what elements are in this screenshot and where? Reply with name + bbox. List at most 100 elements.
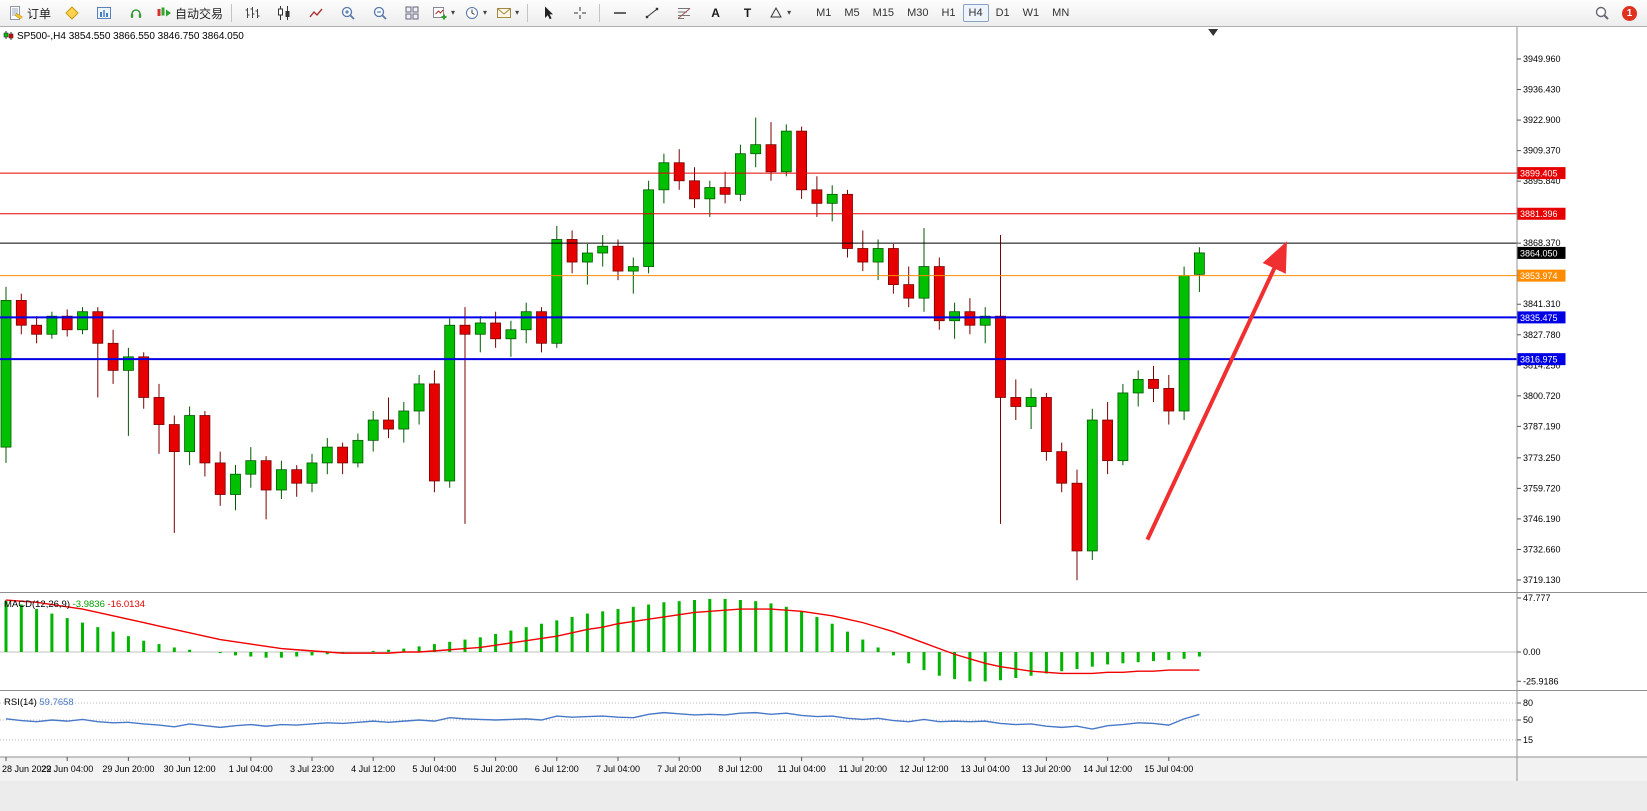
svg-text:3773.250: 3773.250	[1523, 453, 1561, 463]
clock-icon	[466, 7, 479, 19]
svg-text:15 Jul 04:00: 15 Jul 04:00	[1144, 764, 1193, 774]
svg-text:3800.720: 3800.720	[1523, 391, 1561, 401]
dropdown-caret: ▾	[483, 8, 488, 17]
svg-text:80: 80	[1523, 698, 1533, 708]
main-chart-panel[interactable]: SP500-,H4 3854.550 3866.550 3846.750 386…	[0, 29, 1517, 581]
timeframe-button-M15[interactable]: M15	[872, 7, 895, 19]
auto-trading-icon	[157, 7, 172, 17]
search-icon	[1595, 6, 1609, 20]
horizontal-line-icon	[613, 12, 626, 14]
svg-text:13 Jul 04:00: 13 Jul 04:00	[961, 764, 1010, 774]
market-watch-button[interactable]	[88, 1, 119, 25]
text-t-icon: T	[743, 6, 752, 20]
chart-window: SP500-,H4 3854.550 3866.550 3846.750 386…	[0, 27, 1647, 811]
svg-text:5 Jul 20:00: 5 Jul 20:00	[474, 764, 518, 774]
candlestick-chart-icon	[277, 6, 290, 20]
cursor-icon	[544, 6, 553, 20]
svg-text:3936.430: 3936.430	[1523, 85, 1561, 95]
notification-badge[interactable]: 1	[1622, 5, 1637, 21]
shapes-icon	[770, 6, 782, 18]
svg-text:7 Jul 20:00: 7 Jul 20:00	[657, 764, 701, 774]
new-order-button[interactable]	[56, 1, 87, 25]
trendline-tool-button[interactable]	[636, 1, 667, 25]
svg-text:3719.130: 3719.130	[1523, 575, 1561, 585]
rsi-panel[interactable]: 80 50 15 RSI(14) 59.7658	[0, 690, 1647, 745]
svg-text:1 Jul 04:00: 1 Jul 04:00	[229, 764, 273, 774]
svg-text:3895.840: 3895.840	[1523, 176, 1561, 186]
support-button[interactable]	[120, 1, 151, 25]
dropdown-caret: ▾	[515, 8, 520, 17]
svg-text:3864.050: 3864.050	[1520, 248, 1558, 258]
candlestick-mode-button[interactable]	[268, 1, 299, 25]
periods-button[interactable]: ▾	[460, 1, 491, 25]
line-chart-mode-button[interactable]	[300, 1, 331, 25]
fibonacci-icon	[677, 8, 690, 19]
main-toolbar: 订单 自动交易	[0, 0, 1647, 27]
tile-windows-button[interactable]	[396, 1, 427, 25]
timeframe-button-MN[interactable]: MN	[1052, 7, 1070, 19]
cursor-tool-button[interactable]	[532, 1, 563, 25]
annotations[interactable]	[1145, 241, 1287, 541]
svg-text:3909.370: 3909.370	[1523, 146, 1561, 156]
svg-text:3759.720: 3759.720	[1523, 483, 1561, 493]
timeframe-button-H4[interactable]: H4	[962, 4, 989, 22]
bar-chart-mode-button[interactable]	[236, 1, 267, 25]
label-tool-button[interactable]: T	[732, 1, 763, 25]
svg-text:3899.405: 3899.405	[1520, 169, 1558, 179]
svg-text:30 Jun 12:00: 30 Jun 12:00	[164, 764, 216, 774]
svg-text:50: 50	[1523, 715, 1533, 725]
svg-text:SP500-,H4 3854.550 3866.550 38: SP500-,H4 3854.550 3866.550 3846.750 386…	[17, 31, 244, 42]
macd-panel[interactable]: MACD(12,26,9) -3.9836 -16.0134 47.777 0.00…	[0, 592, 1647, 687]
svg-text:5 Jul 04:00: 5 Jul 04:00	[412, 764, 456, 774]
timeframe-button-M5[interactable]: M5	[844, 7, 860, 19]
svg-text:3922.900: 3922.900	[1523, 115, 1561, 125]
orders-label: 订单	[27, 6, 52, 21]
svg-text:3949.960: 3949.960	[1523, 54, 1561, 64]
shapes-tool-button[interactable]: ▾	[764, 1, 795, 25]
market-watch-icon	[96, 7, 111, 19]
svg-text:3827.780: 3827.780	[1523, 330, 1561, 340]
templates-button[interactable]: ▾	[492, 1, 523, 25]
horizontal-line-tool-button[interactable]	[604, 1, 635, 25]
svg-text:11 Jul 20:00: 11 Jul 20:00	[839, 764, 887, 774]
crosshair-tool-button[interactable]	[564, 1, 595, 25]
new-chart-button[interactable]: ▾	[428, 1, 459, 25]
svg-text:-25.9186: -25.9186	[1523, 676, 1559, 686]
timeframe-group: M1 M5 M15 M30 H1 H4 D1 W1 MN	[810, 4, 1075, 22]
fibonacci-tool-button[interactable]	[668, 1, 699, 25]
timeframe-button-D1[interactable]: D1	[995, 7, 1010, 19]
zoom-out-button[interactable]	[364, 1, 395, 25]
orders-button[interactable]: 订单	[4, 1, 55, 25]
tile-windows-icon	[405, 6, 419, 20]
text-tool-button[interactable]: A	[700, 1, 731, 25]
new-order-icon	[64, 6, 79, 20]
svg-text:3 Jul 23:00: 3 Jul 23:00	[290, 764, 334, 774]
dropdown-caret: ▾	[451, 8, 456, 17]
svg-text:12 Jul 12:00: 12 Jul 12:00	[899, 764, 948, 774]
svg-text:14 Jul 12:00: 14 Jul 12:00	[1083, 764, 1132, 774]
zoom-in-button[interactable]	[332, 1, 363, 25]
line-chart-icon	[308, 8, 323, 18]
timeframe-button-H1[interactable]: H1	[941, 7, 956, 19]
svg-text:7 Jul 04:00: 7 Jul 04:00	[596, 764, 640, 774]
svg-text:29 Jun 20:00: 29 Jun 20:00	[102, 764, 154, 774]
timeframe-button-W1[interactable]: W1	[1022, 7, 1040, 19]
timeframe-button-M30[interactable]: M30	[907, 7, 929, 19]
toolbar-separator	[599, 4, 601, 22]
svg-text:0.00: 0.00	[1523, 647, 1541, 657]
search-button[interactable]	[1586, 1, 1617, 25]
svg-text:RSI(14) 59.7658: RSI(14) 59.7658	[4, 697, 74, 708]
toolbar-separator	[231, 4, 233, 22]
trendline-icon	[645, 7, 658, 19]
timeframe-button-M1[interactable]: M1	[816, 7, 832, 19]
svg-text:3868.370: 3868.370	[1523, 238, 1561, 248]
svg-text:3746.190: 3746.190	[1523, 514, 1561, 524]
chart-background	[0, 27, 1647, 811]
auto-trading-button[interactable]: 自动交易	[152, 1, 227, 25]
zoom-in-icon	[341, 6, 355, 20]
chart-canvas[interactable]: SP500-,H4 3854.550 3866.550 3846.750 386…	[0, 27, 1647, 811]
svg-text:8 Jul 12:00: 8 Jul 12:00	[718, 764, 762, 774]
price-axis[interactable]: 3949.960 3936.430 3922.900 3909.370 3895.840…	[1516, 27, 1566, 781]
